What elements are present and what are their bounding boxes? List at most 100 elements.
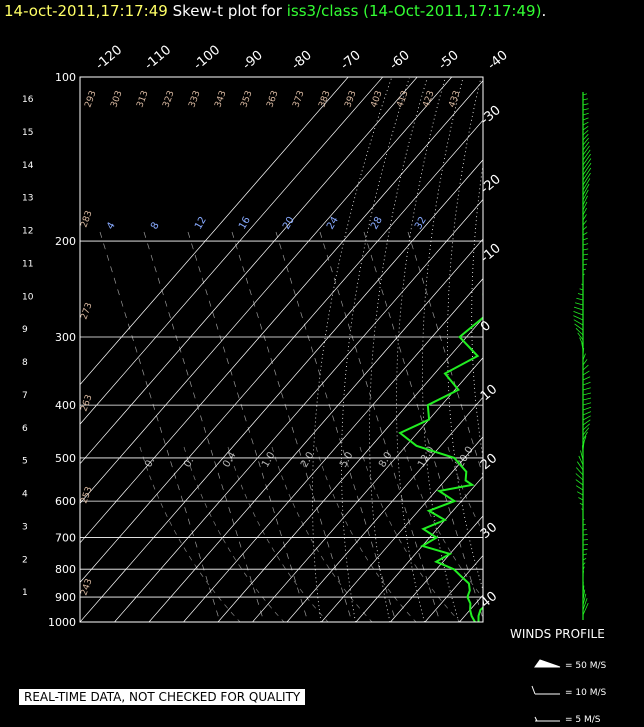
wind-barb: [582, 112, 589, 116]
wind-barb: [582, 137, 589, 146]
wind-barb: [582, 440, 585, 451]
wind-barb: [582, 415, 591, 421]
isotherm-tick-label: -10: [478, 241, 504, 266]
dewpoint-trace: [398, 292, 483, 622]
wind-barb: [577, 491, 584, 496]
wind-barb: [582, 566, 585, 571]
isotherm-line: [148, 238, 483, 622]
wind-barb: [582, 558, 587, 561]
wind-barb: [582, 411, 592, 416]
isotherm-line: [80, 77, 418, 465]
wind-barb: [582, 544, 588, 546]
wind-barb: [582, 419, 591, 426]
mixing-ratio-label: 4: [105, 220, 118, 231]
height-km-tick-label: 12: [22, 227, 33, 237]
height-km-tick-label: 9: [22, 325, 28, 335]
wind-barb: [582, 347, 585, 356]
wind-barb: [582, 207, 587, 216]
wind-barb: [582, 133, 589, 141]
wind-barb: [582, 178, 591, 191]
wind-barb: [582, 153, 591, 166]
wind-barb: [582, 598, 588, 611]
isotherm-line: [114, 198, 483, 622]
title-text: Skew-t plot for: [172, 2, 282, 20]
height-km-tick-label: 1: [22, 588, 28, 598]
mixing-ratio-label: 8: [149, 220, 162, 231]
isotherm-line: [80, 77, 349, 386]
dry-adiabat-line: [422, 77, 464, 622]
moist-adiabat-label: 2.0: [299, 450, 316, 469]
wind-barb: [582, 253, 589, 256]
pressure-tick-label: 500: [55, 452, 76, 465]
wind-barb: [582, 397, 592, 401]
isotherm-tick-label: -40: [485, 48, 511, 73]
plot-frame: [79, 76, 484, 623]
moist-adiabat-line: [183, 446, 285, 622]
moist-adiabat-line: [227, 446, 329, 622]
wind-barb: [582, 445, 584, 456]
wind-barb: [582, 214, 587, 221]
pressure-tick-label: 300: [55, 331, 76, 344]
height-km-tick-label: 5: [22, 457, 28, 467]
dry-adiabat-label: 313: [135, 89, 150, 109]
isotherm-line: [424, 554, 483, 622]
dry-adiabat-line: [518, 78, 597, 622]
wind-barb: [573, 311, 584, 316]
wind-barb: [582, 220, 587, 226]
wind-barb: [575, 473, 584, 481]
isotherm-tick-label: 20: [478, 451, 500, 473]
wind-barb: [582, 585, 585, 596]
mixing-ratio-line: [319, 231, 441, 622]
moist-adiabat-label: 0.4: [221, 450, 238, 469]
isotherm-line: [494, 77, 644, 622]
dry-adiabat-line: [471, 161, 483, 461]
wind-barb: [579, 288, 584, 291]
dry-adiabat-label: 373: [291, 89, 306, 109]
moist-adiabat-label: 5.0: [338, 450, 355, 469]
wind-barb: [582, 243, 589, 246]
wind-barb: [582, 534, 588, 536]
height-km-tick-label: 10: [22, 292, 34, 302]
title-end: .: [541, 2, 547, 20]
quality-notice: REAL-TIME DATA, NOT CHECKED FOR QUALITY: [19, 689, 306, 705]
dry-adiabat-label: 383: [317, 89, 332, 109]
wind-barb: [582, 183, 590, 196]
height-km-tick-label: 3: [22, 522, 28, 532]
isotherm-line: [80, 77, 384, 425]
wind-barb: [582, 602, 589, 616]
moist-adiabat-line: [359, 446, 461, 622]
wind-barb: [581, 283, 584, 286]
wind-barb: [582, 121, 589, 126]
wind-barb: [582, 268, 587, 271]
wind-barb: [582, 524, 586, 526]
mixing-ratio-line: [275, 231, 397, 622]
wind-barb: [574, 302, 584, 306]
dry-adiabat-label: 353: [239, 89, 254, 109]
dry-adiabat-line: [396, 77, 446, 622]
height-km-tick-label: 4: [22, 490, 28, 500]
isotherm-line: [80, 119, 483, 583]
pressure-tick-label: 100: [55, 71, 76, 84]
pressure-tick-label: 700: [55, 532, 76, 545]
dry-adiabat-line: [540, 78, 632, 622]
wind-barb: [582, 529, 587, 531]
dry-adiabat-label: 323: [161, 89, 176, 109]
wind-barb: [582, 370, 590, 376]
wind-barb: [582, 103, 589, 106]
wind-barb: [576, 467, 584, 476]
wind-barb: [582, 353, 586, 361]
pressure-tick-label: 1000: [48, 616, 76, 629]
isotherm-tick-label: -50: [436, 48, 462, 73]
moist-adiabat-line: [447, 446, 483, 533]
wind-barb: [582, 195, 588, 206]
isotherm-line: [321, 436, 483, 622]
wind-barb: [582, 392, 591, 396]
wind-barb: [582, 141, 590, 151]
wind-barb: [582, 406, 592, 411]
isotherm-tick-label: -80: [289, 48, 315, 73]
mixing-ratio-label: 12: [193, 215, 209, 232]
isotherm-line: [390, 515, 483, 622]
wind-barb: [582, 359, 588, 366]
chart-title: 14-oct-2011,17:17:49 Skew-t plot for iss…: [4, 2, 546, 20]
dry-adiabat-line: [582, 78, 644, 622]
